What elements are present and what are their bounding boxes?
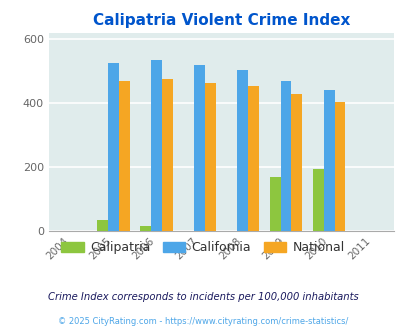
Bar	[247, 86, 258, 231]
Bar	[119, 81, 129, 231]
Bar	[269, 177, 280, 231]
Bar	[194, 65, 205, 231]
Legend: Calipatria, California, National: Calipatria, California, National	[56, 236, 349, 259]
Bar	[237, 70, 247, 231]
Text: Crime Index corresponds to incidents per 100,000 inhabitants: Crime Index corresponds to incidents per…	[47, 292, 358, 302]
Bar	[162, 79, 172, 231]
Bar	[323, 90, 334, 231]
Bar	[108, 63, 119, 231]
Bar	[97, 220, 108, 231]
Title: Calipatria Violent Crime Index: Calipatria Violent Crime Index	[92, 13, 349, 28]
Bar	[205, 82, 215, 231]
Text: © 2025 CityRating.com - https://www.cityrating.com/crime-statistics/: © 2025 CityRating.com - https://www.city…	[58, 317, 347, 326]
Bar	[291, 94, 301, 231]
Bar	[312, 169, 323, 231]
Bar	[151, 60, 162, 231]
Bar	[140, 226, 151, 231]
Bar	[280, 81, 291, 231]
Bar	[334, 102, 344, 231]
